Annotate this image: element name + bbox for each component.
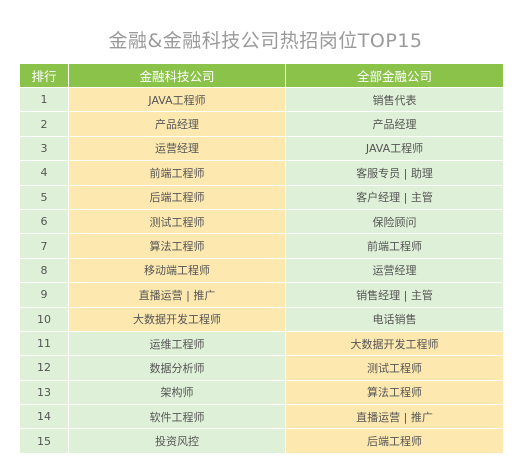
header-fintech: 金融科技公司: [68, 64, 286, 88]
finance-job-cell: 客服专员 | 助理: [285, 160, 504, 186]
fintech-job-cell: 运营经理: [68, 136, 286, 162]
finance-job-cell: 销售代表: [285, 87, 504, 113]
page-title: 金融&金融科技公司热招岗位TOP15: [108, 30, 423, 52]
fintech-job-cell: 软件工程师: [68, 404, 286, 430]
table-row: 2 产品经理 产品经理: [20, 111, 504, 137]
header-rank: 排行: [20, 64, 69, 88]
table-row: 11 运维工程师 大数据开发工程师: [20, 331, 504, 357]
table-row: 14 软件工程师 直播运营 | 推广: [20, 404, 504, 430]
rank-cell: 10: [20, 307, 69, 332]
rank-cell: 8: [20, 258, 69, 284]
fintech-job-cell: 投资风控: [68, 428, 286, 454]
fintech-job-cell: 运维工程师: [68, 331, 286, 357]
rank-cell: 4: [20, 160, 69, 186]
rank-cell: 3: [20, 136, 69, 162]
finance-job-cell: 运营经理: [285, 258, 504, 284]
fintech-job-cell: 前端工程师: [68, 160, 286, 186]
fintech-job-cell: 测试工程师: [68, 209, 286, 235]
table-row: 8 移动端工程师 运营经理: [20, 258, 504, 284]
table-header-row: 排行 金融科技公司 全部金融公司: [20, 64, 504, 88]
fintech-job-cell: 移动端工程师: [68, 258, 286, 284]
table-row: 10 大数据开发工程师 电话销售: [20, 307, 504, 332]
finance-job-cell: 算法工程师: [285, 380, 504, 406]
rank-cell: 13: [20, 380, 69, 406]
finance-job-cell: 保险顾问: [285, 209, 504, 235]
fintech-job-cell: 数据分析师: [68, 355, 286, 381]
rank-cell: 11: [20, 331, 69, 357]
finance-job-cell: JAVA工程师: [285, 136, 504, 162]
fintech-job-cell: 大数据开发工程师: [68, 307, 286, 332]
rank-cell: 9: [20, 282, 69, 308]
fintech-job-cell: 后端工程师: [68, 185, 286, 210]
table-body: 1 JAVA工程师 销售代表 2 产品经理 产品经理 3 运营经理 JAVA工程师 4 前端工程师客…: [20, 87, 504, 454]
finance-job-cell: 客户经理 | 主管: [285, 185, 504, 210]
rank-cell: 14: [20, 404, 69, 430]
rank-cell: 15: [20, 428, 69, 454]
fintech-job-cell: 产品经理: [68, 111, 286, 137]
fintech-job-cell: 直播运营 | 推广: [68, 282, 286, 308]
top15-jobs-table: 排行 金融科技公司 全部金融公司 1 JAVA工程师 销售代表 2 产品经理 产品经理 3 运…: [20, 64, 504, 454]
rank-cell: 5: [20, 185, 69, 210]
fintech-job-cell: 架构师: [68, 380, 286, 406]
finance-job-cell: 大数据开发工程师: [285, 331, 504, 357]
finance-job-cell: 电话销售: [285, 307, 504, 332]
table-row: 9 直播运营 | 推广 销售经理 | 主管: [20, 282, 504, 308]
table-row: 15 投资风控 后端工程师: [20, 428, 504, 454]
fintech-job-cell: 算法工程师: [68, 233, 286, 259]
finance-job-cell: 产品经理: [285, 111, 504, 137]
table-row: 3 运营经理 JAVA工程师: [20, 136, 504, 162]
table-row: 12 数据分析师 测试工程师: [20, 355, 504, 381]
header-finance: 全部金融公司: [285, 64, 504, 88]
rank-cell: 1: [20, 87, 69, 113]
table-row: 7 算法工程师 前端工程师: [20, 233, 504, 259]
finance-job-cell: 测试工程师: [285, 355, 504, 381]
table-row: 6 测试工程师 保险顾问: [20, 209, 504, 235]
finance-job-cell: 后端工程师: [285, 428, 504, 454]
table-row: 5 后端工程师 客户经理 | 主管: [20, 185, 504, 210]
rank-cell: 7: [20, 233, 69, 259]
table-row: 13 架构师 算法工程师: [20, 380, 504, 406]
rank-cell: 2: [20, 111, 69, 137]
fintech-job-cell: JAVA工程师: [68, 87, 286, 113]
table-row: 4 前端工程师 客服专员 | 助理: [20, 160, 504, 186]
rank-cell: 12: [20, 355, 69, 381]
rank-cell: 6: [20, 209, 69, 235]
finance-job-cell: 直播运营 | 推广: [285, 404, 504, 430]
finance-job-cell: 销售经理 | 主管: [285, 282, 504, 308]
finance-job-cell: 前端工程师: [285, 233, 504, 259]
table-row: 1 JAVA工程师 销售代表: [20, 87, 504, 113]
